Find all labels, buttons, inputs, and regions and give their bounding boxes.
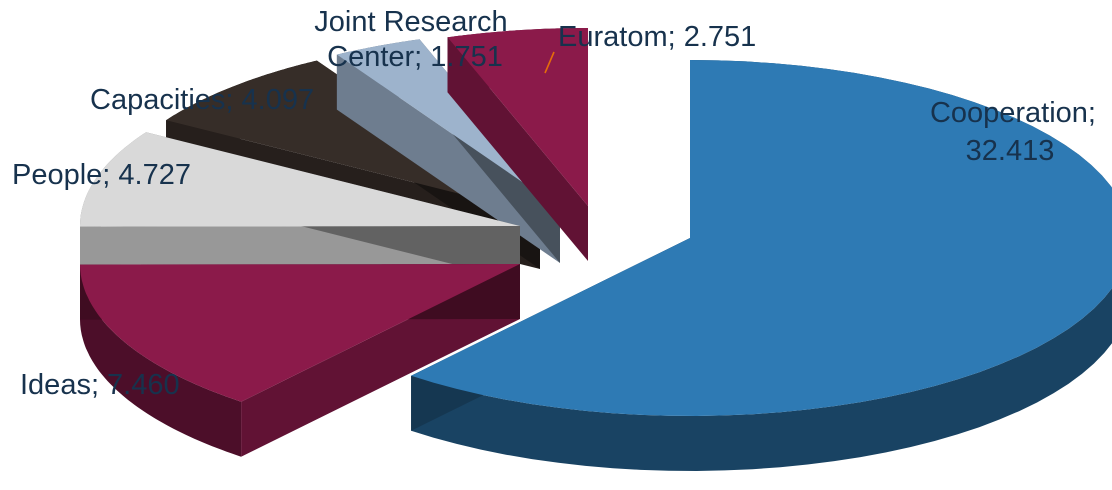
label-ideas: Ideas; 7.460 <box>20 369 180 401</box>
label-cooperation-value: 32.413 <box>966 135 1055 167</box>
euratom-leader-line <box>544 51 555 74</box>
slice-top-face <box>80 264 520 402</box>
slice-cut-face <box>336 54 560 263</box>
pie-labels: Cooperation; 32.413 Ideas; 7.460 People;… <box>12 6 1104 401</box>
slice-side-wall <box>411 60 1112 471</box>
slice-euratom <box>447 28 588 261</box>
label-cooperation-name: Cooperation; <box>930 97 1096 129</box>
label-joint-research-center: Joint Research Center; 1.751 <box>314 6 516 73</box>
slice-side-wall <box>80 264 242 457</box>
label-jrc-line2: Center; 1.751 <box>327 41 503 73</box>
label-euratom: Euratom; 2.751 <box>558 21 756 53</box>
slice-top-face <box>80 132 520 227</box>
slice-top-face <box>447 28 588 206</box>
label-cooperation: Cooperation; 32.413 <box>930 97 1104 167</box>
slice-top-face <box>411 60 1112 416</box>
pie-slices <box>80 28 1112 471</box>
slice-cooperation <box>411 60 1112 471</box>
label-people: People; 4.727 <box>12 159 191 191</box>
slice-joint-research-center <box>336 39 560 263</box>
slice-ideas <box>80 264 520 457</box>
slice-top-face <box>336 39 560 208</box>
label-capacities: Capacities; 4.097 <box>90 84 314 116</box>
slice-cut-face <box>447 37 588 261</box>
label-jrc-line1: Joint Research <box>314 6 507 38</box>
